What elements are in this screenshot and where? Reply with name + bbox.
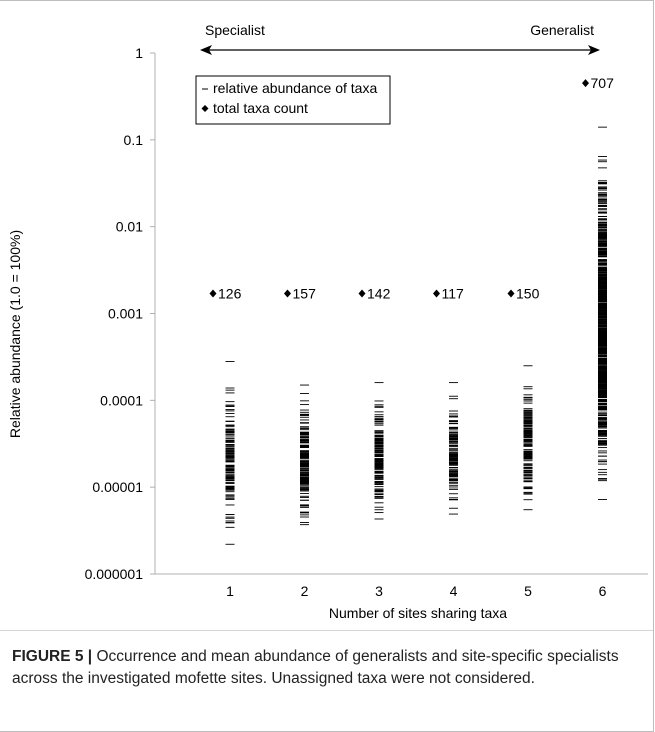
figure-caption: FIGURE 5 | Occurrence and mean abundance…: [12, 646, 638, 690]
taxa-count-label: 707: [591, 75, 615, 91]
y-axis-title: Relative abundance (1.0 = 100%): [7, 230, 23, 438]
generalist-label: Generalist: [530, 22, 594, 38]
x-tick-label: 6: [599, 583, 607, 599]
taxa-count-diamond: [582, 79, 589, 88]
legend-box: [195, 75, 391, 125]
x-tick-label: 3: [375, 583, 383, 599]
x-tick-label: 2: [301, 583, 309, 599]
labels-group: 1 0.1 0.01 0.001 0.0001 0.00001 0.000001 1 2 3 4 5 6…: [7, 22, 614, 621]
legend-label: total taxa count: [213, 100, 308, 116]
x-tick-label: 4: [450, 583, 458, 599]
taxa-count-diamond: [284, 289, 291, 298]
caption-divider: [0, 630, 653, 631]
arrow-right-head: [588, 45, 600, 55]
taxa-count-label: 126: [218, 285, 242, 301]
y-tick-label: 1: [135, 45, 143, 61]
taxa-count-diamond: [507, 289, 515, 298]
y-tick-label: 0.001: [108, 306, 143, 322]
caption-text: Occurrence and mean abundance of general…: [12, 648, 619, 687]
y-tick-label: 0.0001: [100, 392, 143, 408]
taxa-count-label: 157: [293, 285, 317, 301]
legend-diamond-marker: [201, 105, 209, 112]
legend-label: relative abundance of taxa: [213, 80, 377, 96]
taxa-count-diamond: [433, 289, 440, 298]
taxa-count-label: 117: [442, 285, 465, 301]
x-tick-label: 1: [226, 583, 234, 599]
caption-label: FIGURE 5 |: [12, 648, 93, 665]
y-tick-label: 0.01: [116, 219, 143, 235]
taxa-count-diamond: [358, 289, 366, 298]
x-axis-title: Number of sites sharing taxa: [329, 605, 507, 621]
taxa-count-label: 150: [516, 285, 540, 301]
taxa-count-diamond: [209, 289, 217, 298]
specialist-label: Specialist: [205, 22, 265, 38]
taxa-count-label: 142: [367, 285, 391, 301]
axes-group: [150, 45, 648, 575]
x-tick-label: 5: [524, 583, 532, 599]
arrow-left-head: [200, 45, 212, 55]
chart: 1 0.1 0.01 0.001 0.0001 0.00001 0.000001 1 2 3 4 5 6…: [7, 22, 648, 621]
y-tick-label: 0.1: [124, 132, 144, 148]
y-tick-label: 0.000001: [85, 566, 144, 582]
marks-group: [201, 79, 607, 545]
y-tick-label: 0.00001: [92, 479, 143, 495]
